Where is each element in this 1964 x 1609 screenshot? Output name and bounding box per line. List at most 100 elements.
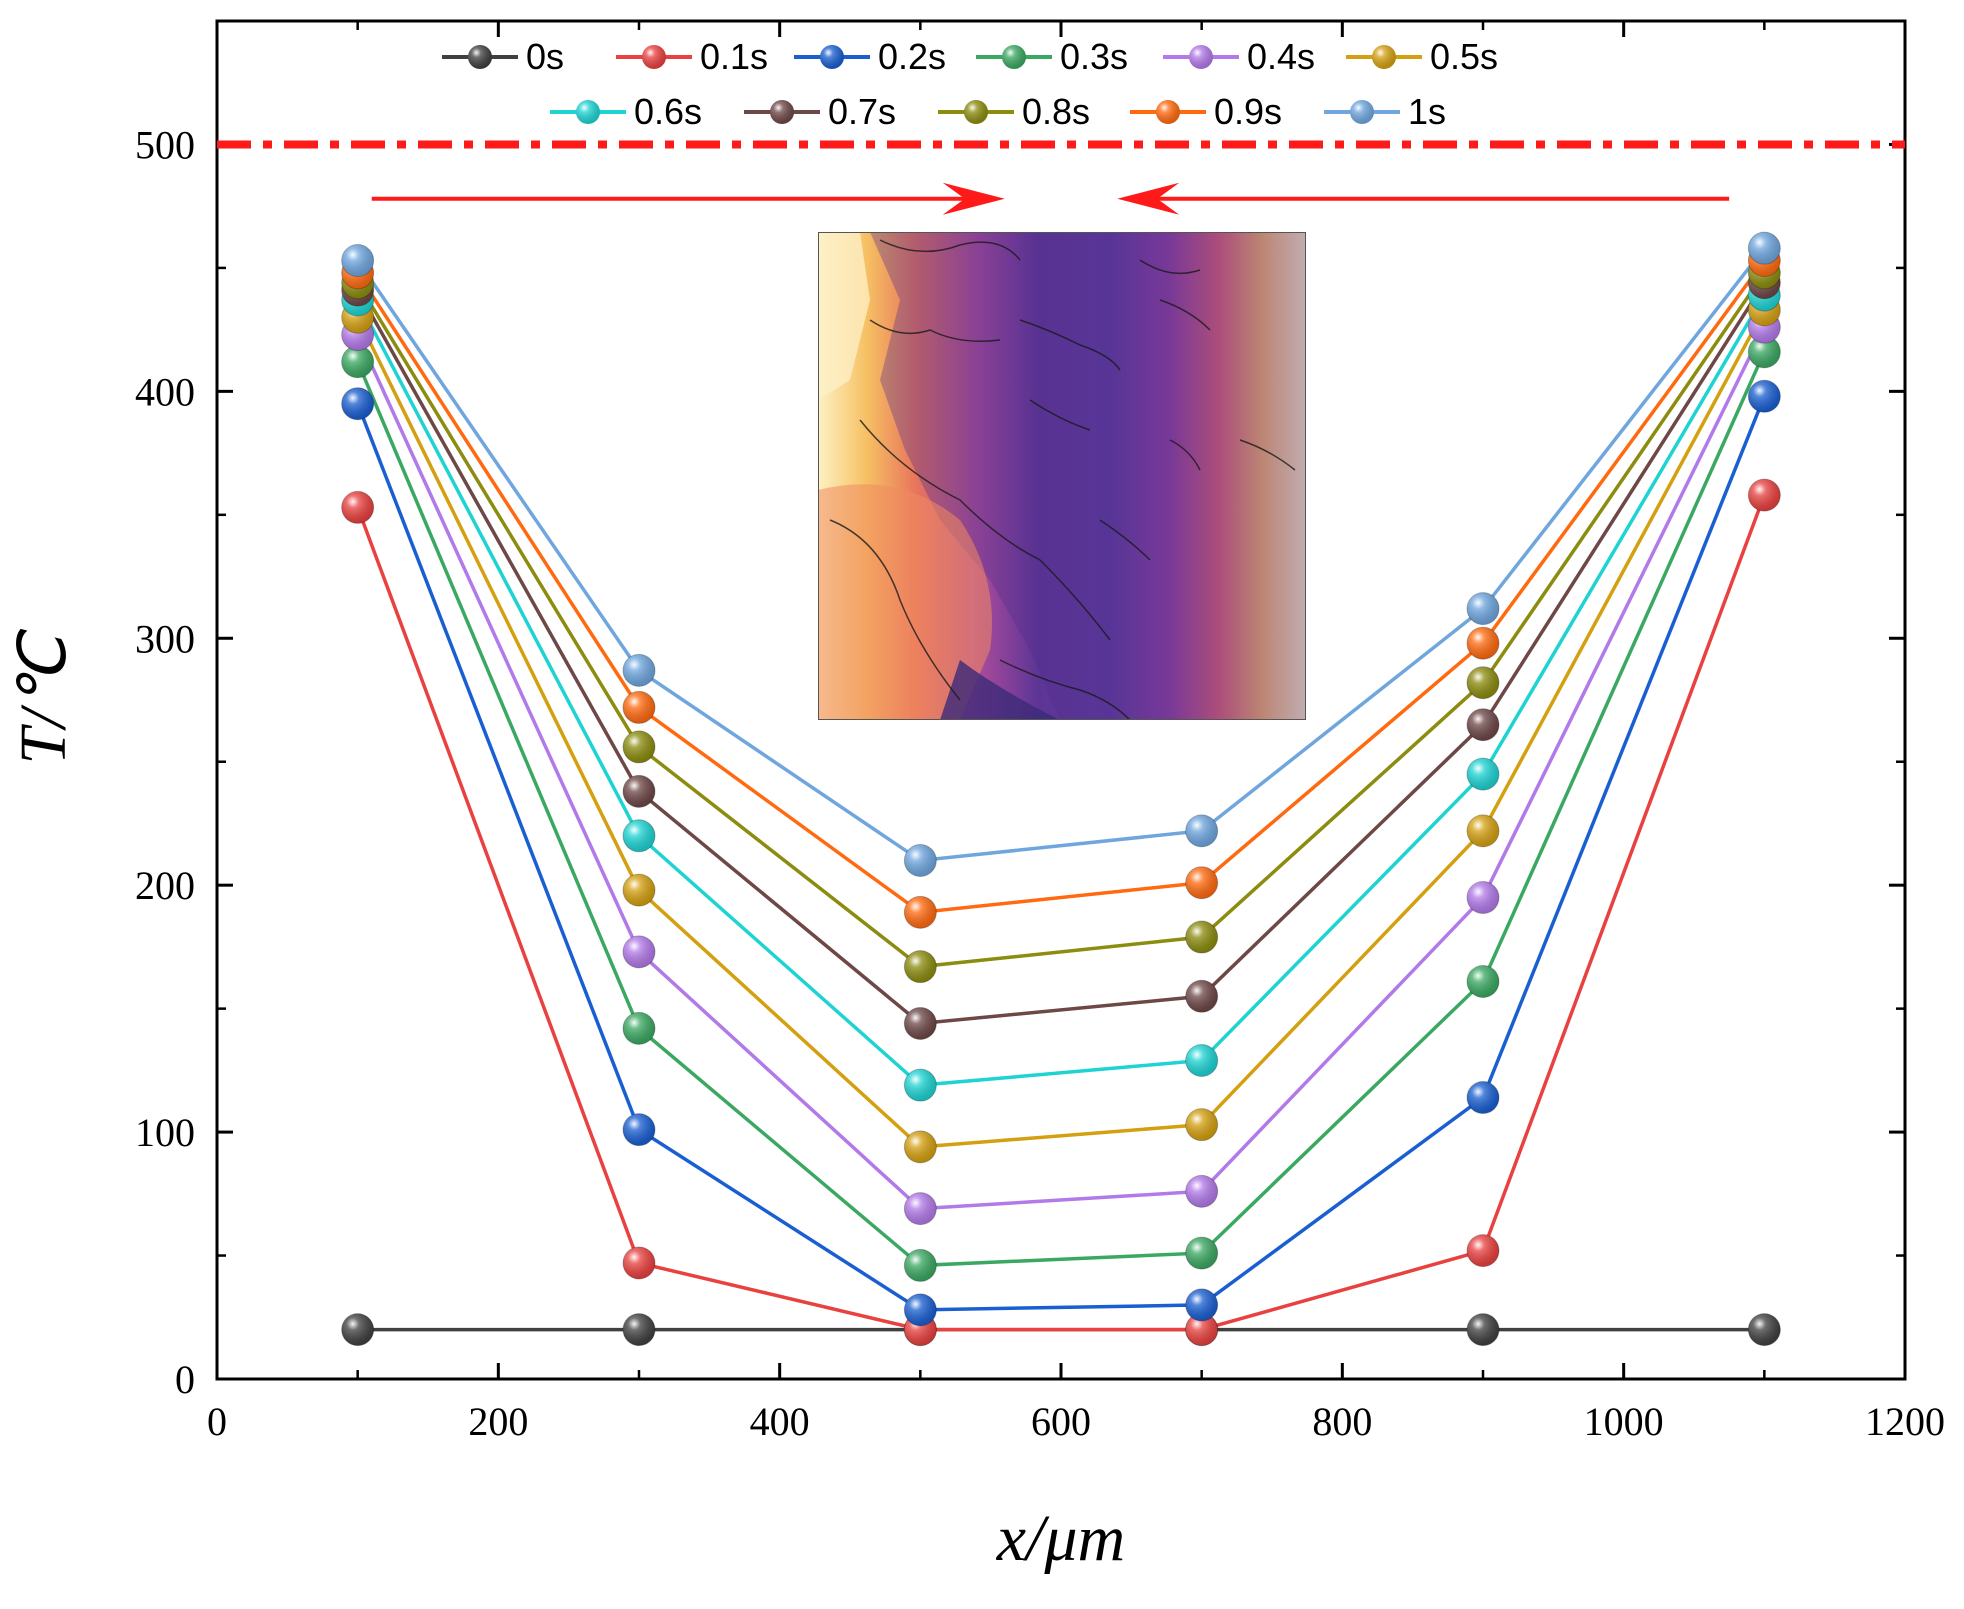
x-axis-title: x/μm <box>996 1502 1125 1575</box>
data-point-shine <box>904 950 937 983</box>
inset-temperature-map <box>818 232 1306 720</box>
legend-item: 0.6s <box>550 91 702 132</box>
data-point-shine <box>1185 1108 1218 1141</box>
y-tick-label: 100 <box>135 1110 195 1155</box>
data-point <box>622 873 656 907</box>
data-point-shine <box>1748 1313 1781 1346</box>
data-point <box>1185 920 1219 954</box>
y-tick-label: 200 <box>135 863 195 908</box>
data-point-shine <box>341 387 374 420</box>
data-point-shine <box>623 935 655 968</box>
data-point <box>1185 1313 1219 1347</box>
data-point <box>903 1130 937 1164</box>
x-tick-label: 1200 <box>1865 1399 1945 1444</box>
series-line-1s <box>356 247 1766 863</box>
data-point-shine <box>904 1130 937 1163</box>
data-point-shine <box>623 730 655 763</box>
legend-label: 0.4s <box>1247 36 1315 77</box>
arrow-head-2 <box>1117 182 1180 215</box>
data-point-shine <box>904 1069 937 1102</box>
legend-swatch-shine <box>576 100 600 124</box>
data-point-shine <box>1467 758 1499 791</box>
legend-swatch-shine <box>964 100 988 124</box>
data-point-shine <box>1185 1313 1218 1346</box>
x-tick-label: 800 <box>1312 1399 1372 1444</box>
data-point-shine <box>623 691 655 724</box>
data-point-shine <box>1185 921 1218 954</box>
data-point-shine <box>904 1007 937 1040</box>
data-point <box>903 1293 937 1327</box>
data-point <box>1185 814 1219 848</box>
data-point-shine <box>623 1313 655 1346</box>
data-point <box>341 244 375 278</box>
legend-item: 0.4s <box>1163 36 1315 77</box>
data-point <box>1466 626 1500 660</box>
data-point-shine <box>1185 980 1218 1013</box>
data-point-shine <box>341 491 374 524</box>
legend-swatch-shine <box>1002 45 1026 69</box>
y-tick-label: 500 <box>135 122 195 167</box>
x-tick-label: 0 <box>207 1399 227 1444</box>
data-point <box>1466 1081 1500 1115</box>
data-point <box>1466 1234 1500 1268</box>
data-point <box>903 1192 937 1226</box>
y-tick-label: 400 <box>135 369 195 414</box>
data-point-shine <box>1185 1237 1218 1270</box>
data-point <box>903 1068 937 1102</box>
legend-item: 0.3s <box>976 36 1128 77</box>
data-point-shine <box>1185 1288 1218 1321</box>
series-line-0.7s <box>356 281 1766 1026</box>
data-point <box>1747 478 1781 512</box>
data-point <box>1466 757 1500 791</box>
data-point-shine <box>904 844 937 877</box>
data-point-shine <box>1467 627 1499 660</box>
legend-swatch-shine <box>1189 45 1213 69</box>
data-point-shine <box>623 654 655 687</box>
legend-item: 0.8s <box>938 91 1090 132</box>
data-point <box>622 653 656 687</box>
legend-swatch-shine <box>820 45 844 69</box>
data-point <box>622 1246 656 1280</box>
data-point <box>1185 866 1219 900</box>
data-point <box>622 1313 656 1347</box>
legend-item: 0.5s <box>1346 36 1498 77</box>
data-point <box>622 819 656 853</box>
data-point <box>341 387 375 421</box>
data-point <box>622 730 656 764</box>
legend-label: 1s <box>1408 91 1446 132</box>
data-point <box>622 690 656 724</box>
legend-swatch-shine <box>468 45 492 69</box>
data-point-shine <box>1467 1313 1499 1346</box>
data-point-shine <box>1467 592 1499 625</box>
data-point-shine <box>341 244 374 277</box>
data-point <box>1185 1043 1219 1077</box>
legend-label: 0s <box>526 36 564 77</box>
data-point <box>903 843 937 877</box>
data-point-shine <box>1467 965 1499 998</box>
legend-label: 0.3s <box>1060 36 1128 77</box>
data-point-shine <box>904 1192 937 1225</box>
legend-label: 0.9s <box>1214 91 1282 132</box>
data-point-shine <box>1748 479 1781 512</box>
legend-item: 0.1s <box>616 36 768 77</box>
x-tick-label: 200 <box>468 1399 528 1444</box>
data-point-shine <box>904 1249 937 1282</box>
data-point-shine <box>623 819 655 852</box>
series-line-0.9s <box>356 259 1766 915</box>
data-point <box>1466 964 1500 998</box>
series-line-0.3s <box>356 351 1766 1268</box>
legend-item: 1s <box>1324 91 1446 132</box>
series-line-0.8s <box>356 271 1766 969</box>
data-point <box>903 950 937 984</box>
data-point <box>1466 592 1500 626</box>
data-point <box>1185 1236 1219 1270</box>
data-point-shine <box>1467 814 1499 847</box>
x-tick-label: 1000 <box>1584 1399 1664 1444</box>
data-point-shine <box>1185 1044 1218 1077</box>
legend-swatch-shine <box>642 45 666 69</box>
legend-label: 0.5s <box>1430 36 1498 77</box>
legend-item: 0.2s <box>794 36 946 77</box>
x-tick-label: 600 <box>1031 1399 1091 1444</box>
legend-item: 0.9s <box>1130 91 1282 132</box>
y-tick-label: 0 <box>175 1357 195 1402</box>
